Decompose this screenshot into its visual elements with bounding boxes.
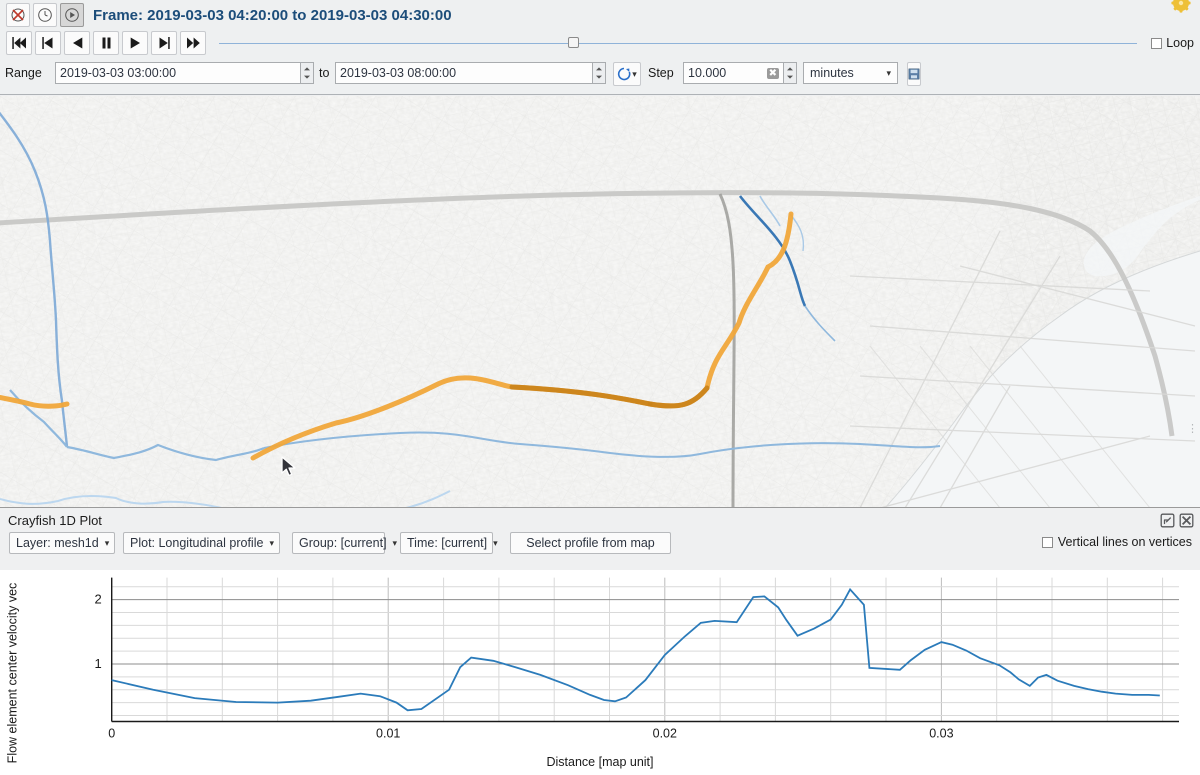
svg-text:0.02: 0.02 — [653, 727, 677, 741]
svg-text:0: 0 — [108, 727, 115, 741]
svg-text:2: 2 — [94, 592, 101, 607]
svg-text:0.01: 0.01 — [376, 727, 400, 741]
svg-text:0.03: 0.03 — [929, 727, 953, 741]
svg-text:1: 1 — [94, 656, 101, 671]
